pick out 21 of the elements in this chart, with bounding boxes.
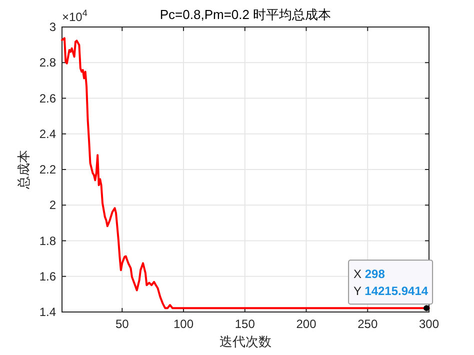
y-tick-label: 2.4 xyxy=(39,126,56,141)
text: ×10$^{4}$ xyxy=(62,8,88,24)
x-tick-label: 300 xyxy=(418,317,440,331)
y-tick-label: 2.6 xyxy=(39,91,56,106)
y-axis-title: 总成本 xyxy=(16,150,31,190)
y-tick-label: 3 xyxy=(49,20,56,34)
y-tick-label: 1.6 xyxy=(39,269,56,284)
chart-title: Pc=0.8,Pm=0.2 时平均总成本 xyxy=(160,7,332,22)
y-tick-label: 1.8 xyxy=(39,234,56,248)
x-axis-title: 迭代次数 xyxy=(220,334,272,349)
x-tick-label: 250 xyxy=(358,317,378,331)
annotation: X 298 Y 14215.9414 xyxy=(354,267,428,298)
y-tick-label: 2.2 xyxy=(39,162,56,176)
x-tick-label: 100 xyxy=(174,317,194,331)
x-tick-label: 200 xyxy=(296,317,317,331)
y-tick-label: 2.8 xyxy=(39,56,56,70)
y-tick-label: 1.4 xyxy=(39,305,56,319)
x-tick-label: 50 xyxy=(115,317,130,331)
y-tick-label: 2 xyxy=(49,198,56,212)
datatip: X 298 Y 14215.9414 xyxy=(348,260,434,305)
x-tick-label: 150 xyxy=(234,317,256,331)
